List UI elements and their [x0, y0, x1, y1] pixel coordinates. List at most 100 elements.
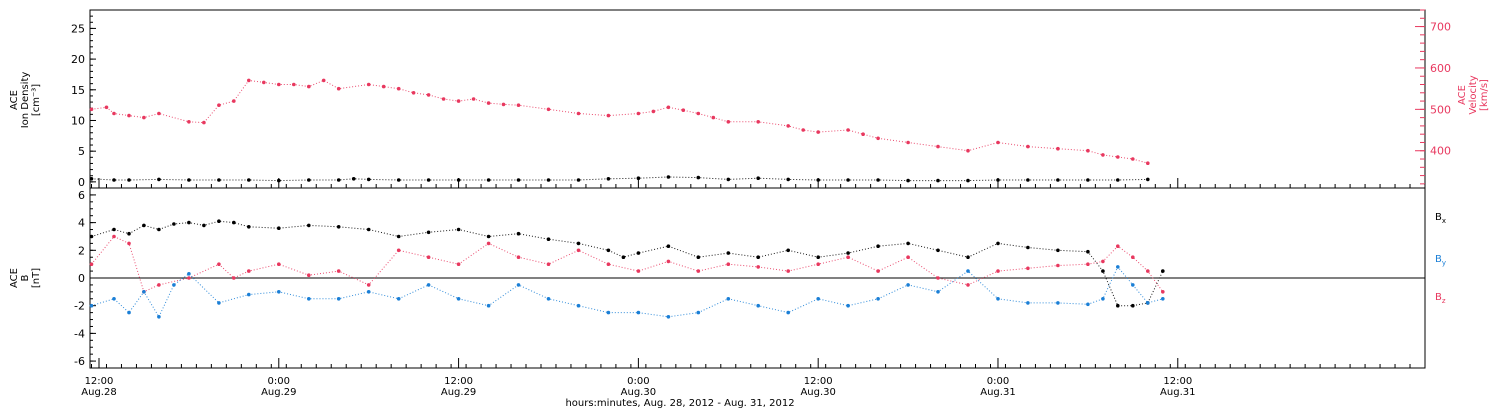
by-point: [336, 297, 341, 301]
velocity-point: [651, 109, 656, 114]
x-tick-day: Aug.31: [980, 387, 1015, 398]
bx-point: [232, 220, 236, 225]
density-tick-label: 0: [78, 176, 85, 189]
velocity-point: [1056, 146, 1060, 151]
velocity-point: [426, 93, 431, 97]
bx-point: [366, 227, 371, 232]
b-tick-label: 4: [78, 217, 85, 230]
by-point: [217, 301, 221, 305]
density-tick-label: 15: [71, 84, 85, 97]
legend-bx: Bx: [1435, 212, 1446, 225]
velocity-point: [277, 82, 281, 87]
bz-point: [936, 276, 940, 280]
bz-point: [576, 248, 581, 253]
by-point: [396, 297, 401, 301]
velocity-point: [396, 86, 401, 91]
density-axis-label-line: ACE: [9, 90, 20, 110]
density-point: [546, 178, 551, 182]
velocity-point: [1026, 144, 1030, 149]
density-trace: [91, 176, 1148, 182]
velocity-point: [157, 111, 161, 116]
by-point: [786, 310, 790, 315]
by-point: [516, 283, 521, 287]
velocity-point: [996, 140, 1000, 145]
density-point: [486, 178, 491, 182]
b-tick-label: 6: [78, 189, 85, 202]
b-axis-label-line: [nT]: [31, 268, 42, 288]
velocity-point: [142, 115, 146, 120]
velocity-point: [846, 128, 850, 132]
density-point: [576, 178, 581, 182]
density-series: [89, 175, 1150, 183]
x-tick-time: 0:00: [268, 376, 290, 387]
b-tick-label: -4: [74, 327, 85, 340]
velocity-point: [336, 86, 341, 91]
velocity-point: [576, 111, 581, 116]
density-point: [127, 178, 131, 182]
bx-point: [606, 248, 611, 253]
x-tick-day: Aug.28: [81, 387, 116, 398]
density-point: [112, 178, 116, 182]
density-point: [426, 178, 431, 182]
bx-point: [516, 231, 521, 236]
density-point: [726, 177, 731, 182]
velocity-point: [366, 82, 371, 87]
bz-point: [277, 262, 281, 267]
top-panel-frame: [89, 9, 1426, 189]
by-point: [1131, 283, 1135, 287]
velocity-point: [681, 108, 686, 112]
bx-point: [217, 219, 221, 223]
x-axis: 12:00Aug.280:00Aug.2912:00Aug.290:00Aug.…: [81, 178, 1426, 398]
b-tick-label: 2: [78, 244, 85, 257]
bz-point: [606, 262, 611, 267]
density-point: [187, 178, 191, 182]
x-tick-time: 12:00: [85, 376, 114, 387]
legend-by: By: [1435, 254, 1446, 267]
bx-point: [726, 251, 731, 255]
x-tick-time: 0:00: [987, 376, 1009, 387]
bx-point: [936, 248, 940, 253]
density-point: [247, 178, 251, 182]
velocity-point: [1131, 157, 1135, 161]
velocity-point: [1086, 148, 1090, 153]
velocity-point: [696, 111, 701, 116]
by-point: [1161, 297, 1165, 301]
bottom-panel: -6 -4 -2 0 2 4 6 ACE B [nT] Bx By Bz: [9, 187, 1446, 369]
bx-point: [202, 223, 206, 228]
velocity-tick-label: 700: [1430, 21, 1451, 34]
density-point: [336, 178, 341, 182]
bx-point: [546, 237, 551, 241]
bx-point: [1116, 303, 1120, 308]
density-point: [396, 178, 401, 182]
velocity-point: [666, 105, 671, 110]
bx-point: [756, 255, 760, 259]
density-point: [217, 178, 221, 182]
by-point: [816, 297, 820, 301]
x-tick-day: Aug.29: [441, 387, 476, 398]
velocity-tick-label: 400: [1430, 145, 1451, 158]
velocity-axis-label: ACE Velocity [km/s]: [1457, 75, 1490, 114]
density-point: [351, 177, 356, 181]
bx-trace: [91, 220, 1164, 307]
velocity-point: [321, 78, 326, 83]
velocity-trace: [91, 79, 1148, 164]
density-point: [516, 178, 521, 182]
velocity-tick-label: 500: [1430, 103, 1451, 116]
x-tick-time: 0:00: [627, 376, 649, 387]
velocity-axis-label-line: Velocity: [1468, 75, 1479, 114]
by-point: [307, 297, 311, 301]
velocity-point: [1116, 155, 1120, 159]
bx-point: [696, 255, 701, 259]
b-axis-label-line: ACE: [9, 268, 20, 288]
velocity-point: [786, 124, 790, 128]
bz-series: [89, 234, 1165, 294]
bx-point: [1101, 269, 1105, 273]
velocity-point: [202, 120, 206, 125]
velocity-point: [606, 113, 611, 118]
by-point: [1101, 297, 1105, 301]
by-point: [636, 310, 641, 315]
x-tick-day: Aug.31: [1160, 387, 1195, 398]
by-point: [846, 303, 850, 308]
bz-point: [546, 262, 551, 267]
